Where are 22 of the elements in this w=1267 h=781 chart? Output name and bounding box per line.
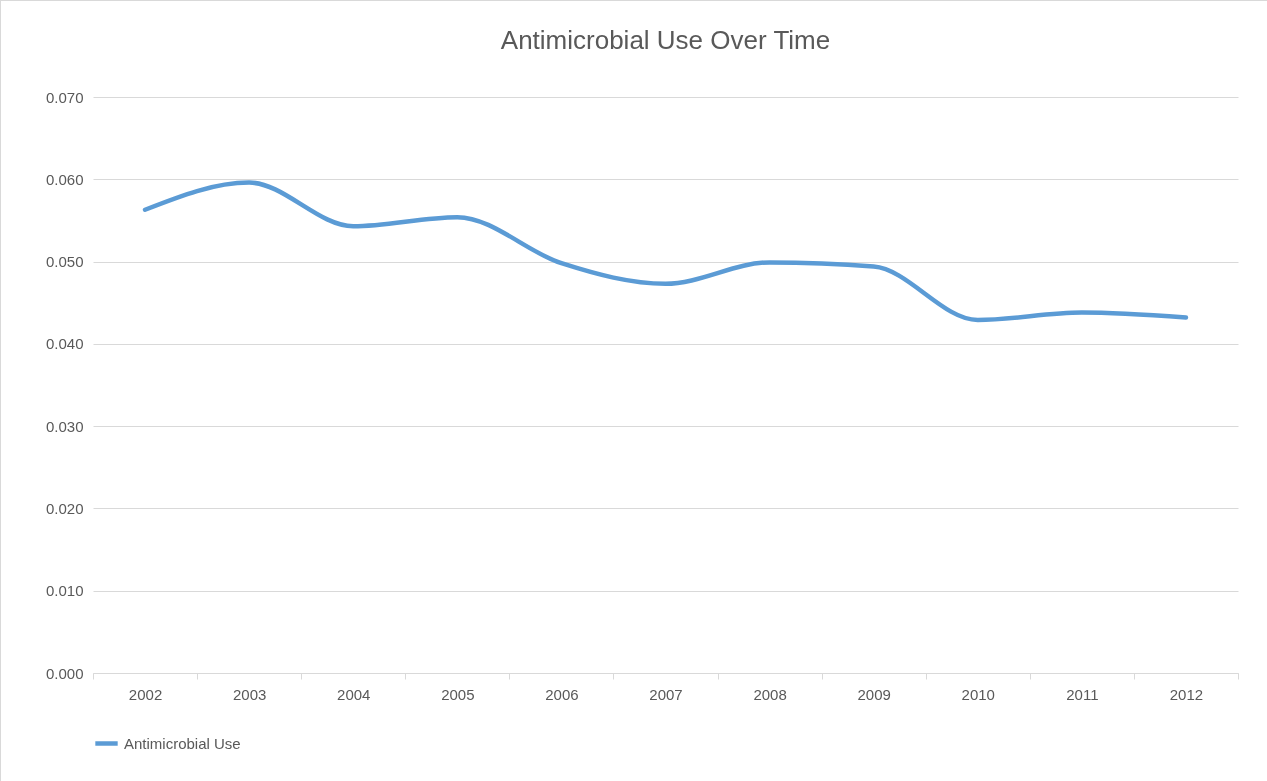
y-tick-label: 0.030	[45, 417, 84, 435]
x-tick-label: 2005	[441, 685, 475, 703]
legend-label: Antimicrobial Use	[124, 734, 241, 752]
x-tick-label: 2011	[1066, 685, 1099, 703]
x-tick-label: 2007	[649, 685, 683, 703]
y-tick-label: 0.070	[45, 88, 84, 106]
y-tick-label: 0.020	[45, 499, 84, 517]
y-tick-label: 0.040	[45, 335, 84, 353]
y-tick-label: 0.010	[45, 582, 84, 600]
y-tick-label: 0.000	[45, 664, 84, 682]
x-tick-label: 2004	[337, 685, 371, 703]
y-tick-label: 0.060	[45, 170, 84, 188]
x-tick-label: 2012	[1169, 685, 1204, 703]
chart-title: Antimicrobial Use Over Time	[500, 25, 831, 55]
line-series	[142, 180, 1189, 323]
x-tick-label: 2003	[232, 685, 267, 703]
x-tick-label: 2008	[753, 685, 787, 703]
x-tick-label: 2010	[961, 685, 995, 703]
x-tick-label: 2006	[545, 685, 579, 703]
x-tick-label: 2009	[857, 685, 891, 703]
y-tick-label: 0.050	[45, 253, 84, 271]
x-tick-label: 2002	[128, 685, 163, 703]
